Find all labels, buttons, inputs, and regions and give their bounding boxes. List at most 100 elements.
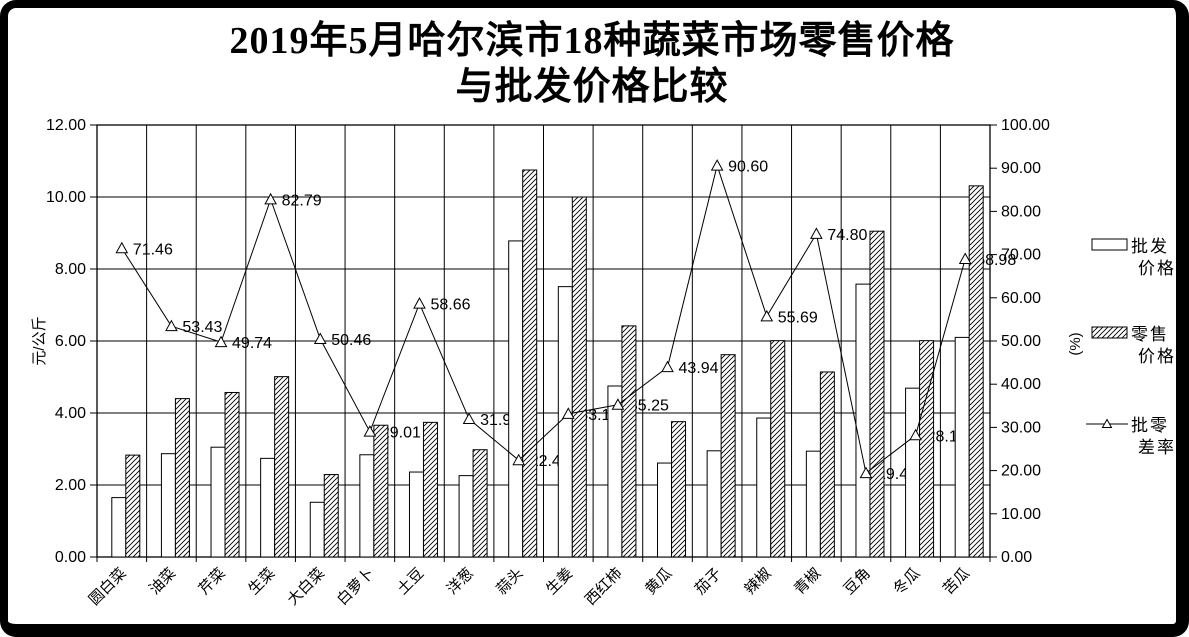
rate-data-label: 50.46 bbox=[331, 332, 371, 349]
rate-data-label: 29.01 bbox=[381, 425, 421, 442]
legend-retail-swatch bbox=[1091, 326, 1128, 339]
rate-data-label: 58.66 bbox=[430, 297, 470, 314]
rate-triangle-marker bbox=[710, 159, 724, 171]
right-axis-title: (%) bbox=[1067, 332, 1084, 355]
rate-triangle-marker bbox=[958, 252, 972, 265]
legend-wholesale-swatch bbox=[1091, 238, 1128, 251]
rate-triangle-marker bbox=[561, 407, 575, 419]
right-axis-tick-label: 80.00 bbox=[1001, 203, 1041, 220]
left-axis-tick-label: 2.00 bbox=[55, 477, 86, 494]
wholesale-price-bar bbox=[805, 450, 821, 558]
rate-triangle-marker bbox=[661, 360, 674, 373]
retail-price-bar bbox=[571, 196, 587, 558]
right-axis-tick-label: 30.00 bbox=[1001, 419, 1041, 436]
retail-price-bar bbox=[522, 169, 538, 558]
x-category-label: 生菜 bbox=[245, 565, 278, 598]
x-category-label: 茄子 bbox=[692, 565, 725, 598]
rate-triangle-marker bbox=[413, 297, 426, 309]
wholesale-price-bar bbox=[160, 453, 176, 558]
x-category-label: 圆白菜 bbox=[86, 565, 130, 609]
rate-triangle-marker bbox=[512, 453, 526, 466]
rate-triangle-marker bbox=[760, 309, 774, 322]
retail-price-bar bbox=[819, 371, 835, 558]
rate-data-label: 82.79 bbox=[282, 192, 322, 209]
wholesale-price-bar bbox=[657, 462, 673, 558]
rate-data-label: 43.94 bbox=[679, 360, 719, 377]
x-category-label: 西红柿 bbox=[581, 564, 626, 609]
rate-data-label: 35.25 bbox=[629, 398, 669, 415]
wholesale-price-bar bbox=[260, 457, 276, 558]
wholesale-price-bar bbox=[309, 501, 325, 558]
legend-rate-marker bbox=[1101, 418, 1113, 428]
rate-data-label: 90.60 bbox=[728, 159, 768, 176]
right-axis-tick-label: 90.00 bbox=[1001, 160, 1041, 177]
rate-triangle-marker bbox=[859, 466, 873, 479]
x-category-label: 豆角 bbox=[841, 565, 874, 598]
x-category-label: 黄瓜 bbox=[642, 565, 675, 598]
rate-triangle-marker bbox=[115, 241, 129, 254]
wholesale-price-bar bbox=[954, 336, 970, 558]
retail-price-bar bbox=[671, 421, 687, 558]
rate-triangle-marker bbox=[264, 192, 277, 205]
legend-label: 价格 bbox=[1138, 347, 1176, 366]
retail-price-bar bbox=[224, 391, 240, 558]
legend-label: 价格 bbox=[1138, 259, 1176, 278]
right-axis-tick-label: 10.00 bbox=[1001, 506, 1041, 523]
rate-data-label: 71.46 bbox=[133, 241, 173, 258]
rate-triangle-marker bbox=[363, 425, 377, 437]
retail-price-bar bbox=[174, 398, 190, 558]
retail-price-bar bbox=[770, 340, 786, 558]
retail-price-bar bbox=[472, 449, 488, 558]
legend-label: 零售 bbox=[1131, 325, 1169, 344]
wholesale-price-bar bbox=[607, 385, 623, 558]
x-category-label: 洋葱 bbox=[444, 565, 477, 598]
retail-price-bar bbox=[919, 340, 935, 558]
x-category-label: 大白菜 bbox=[284, 565, 328, 609]
wholesale-price-bar bbox=[359, 454, 375, 558]
right-axis-tick-label: 50.00 bbox=[1001, 333, 1041, 350]
rate-data-label: 53.43 bbox=[182, 319, 222, 336]
retail-price-bar bbox=[621, 325, 637, 558]
right-axis-tick-label: 40.00 bbox=[1001, 376, 1041, 393]
rate-line bbox=[121, 163, 966, 474]
wholesale-price-bar bbox=[508, 240, 524, 558]
right-axis-tick-label: 100.00 bbox=[1001, 117, 1050, 134]
rate-data-label: 68.98 bbox=[976, 252, 1016, 269]
rate-data-label: 49.74 bbox=[232, 335, 272, 352]
rate-data-label: 55.69 bbox=[778, 309, 818, 326]
x-category-label: 白萝卜 bbox=[334, 565, 378, 609]
x-category-label: 芹菜 bbox=[196, 565, 229, 598]
x-category-label: 冬瓜 bbox=[890, 565, 923, 598]
wholesale-price-bar bbox=[756, 417, 772, 558]
wholesale-price-bar bbox=[210, 446, 226, 558]
rate-triangle-marker bbox=[909, 428, 922, 441]
rate-triangle-marker bbox=[611, 398, 625, 410]
wholesale-price-bar bbox=[408, 471, 424, 558]
rate-triangle-marker bbox=[313, 332, 327, 345]
retail-price-bar bbox=[720, 354, 736, 558]
retail-price-bar bbox=[373, 424, 389, 558]
legend-label: 差率 bbox=[1138, 438, 1176, 457]
retail-price-bar bbox=[274, 376, 290, 558]
retail-price-bar bbox=[968, 185, 984, 558]
right-axis-tick-label: 60.00 bbox=[1001, 290, 1041, 307]
left-axis-tick-label: 12.00 bbox=[46, 117, 86, 134]
retail-price-bar bbox=[323, 474, 339, 558]
left-axis-tick-label: 10.00 bbox=[46, 189, 86, 206]
x-category-label: 生姜 bbox=[543, 565, 576, 598]
x-category-label: 苦瓜 bbox=[940, 565, 973, 598]
wholesale-price-bar bbox=[855, 283, 871, 558]
retail-price-bar bbox=[869, 230, 885, 558]
right-axis-tick-label: 20.00 bbox=[1001, 463, 1041, 480]
retail-price-bar bbox=[422, 421, 438, 558]
chart-canvas: 0.00 2.00 4.00 6.00 8.00 10.00 12.00 0.00 10.00 2… bbox=[31, 117, 1176, 609]
left-axis-title: 元/公斤 bbox=[31, 316, 48, 365]
legend-entry: 批发价格 bbox=[1091, 237, 1176, 278]
legend-entry: 零售价格 bbox=[1091, 325, 1176, 366]
left-axis-tick-label: 6.00 bbox=[55, 333, 86, 350]
legend-label: 批零 bbox=[1131, 416, 1169, 435]
retail-price-bar bbox=[125, 454, 141, 558]
left-axis-tick-label: 8.00 bbox=[55, 261, 86, 278]
wholesale-price-bar bbox=[706, 450, 722, 558]
x-category-label: 蒜头 bbox=[493, 565, 526, 598]
